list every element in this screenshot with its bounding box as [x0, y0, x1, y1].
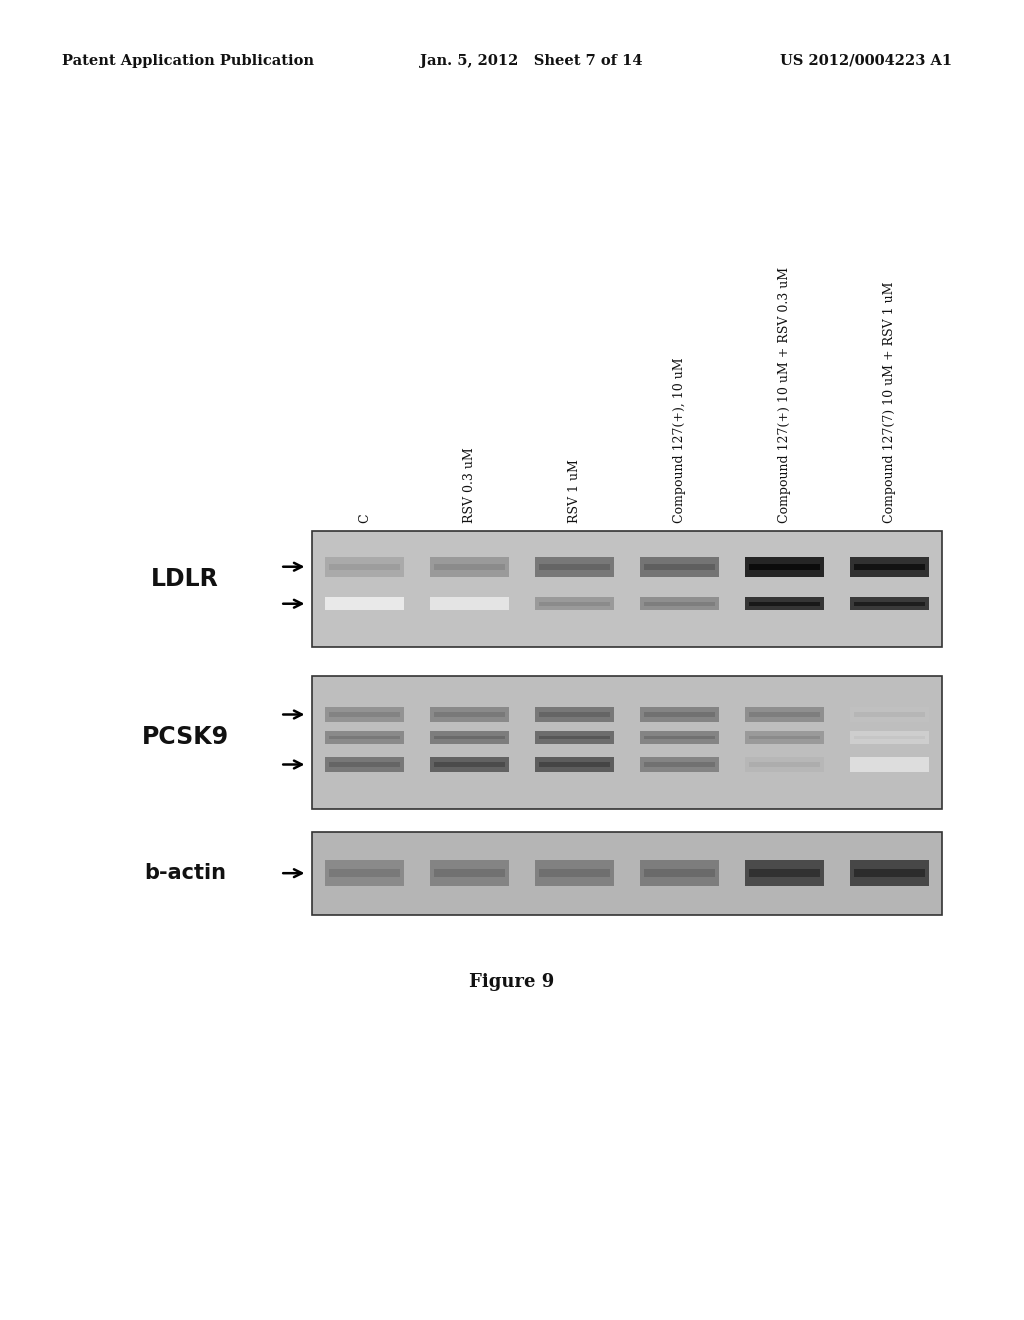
Text: Compound 127(7) 10 uM + RSV 1 uM: Compound 127(7) 10 uM + RSV 1 uM — [883, 281, 896, 523]
Text: Compound 127(+) 10 uM + RSV 0.3 uM: Compound 127(+) 10 uM + RSV 0.3 uM — [778, 267, 792, 523]
Bar — [640, 756, 719, 772]
Bar — [745, 557, 824, 577]
Bar — [850, 731, 929, 744]
Bar — [640, 557, 719, 577]
Bar — [326, 557, 404, 577]
Bar — [745, 731, 824, 744]
Text: Figure 9: Figure 9 — [469, 973, 555, 991]
Bar — [750, 870, 820, 876]
Bar — [330, 564, 400, 570]
Bar — [540, 762, 610, 767]
Bar — [850, 756, 929, 772]
Text: RSV 0.3 uM: RSV 0.3 uM — [463, 447, 476, 523]
Bar — [644, 564, 715, 570]
Bar — [854, 713, 925, 717]
Text: US 2012/0004223 A1: US 2012/0004223 A1 — [780, 54, 952, 67]
Bar — [644, 735, 715, 739]
Bar — [536, 557, 614, 577]
Bar — [430, 756, 509, 772]
Text: RSV 1 uM: RSV 1 uM — [568, 459, 582, 523]
Bar — [326, 756, 404, 772]
Bar — [430, 861, 509, 886]
Bar — [434, 762, 505, 767]
Bar — [430, 731, 509, 744]
Bar — [536, 731, 614, 744]
Bar — [750, 564, 820, 570]
Bar — [430, 557, 509, 577]
Bar — [312, 676, 942, 809]
Bar — [644, 602, 715, 606]
Bar — [850, 597, 929, 610]
Bar — [850, 708, 929, 722]
Bar — [644, 762, 715, 767]
Bar — [854, 602, 925, 606]
Bar — [434, 564, 505, 570]
Bar — [536, 708, 614, 722]
Bar — [750, 602, 820, 606]
Bar — [540, 564, 610, 570]
Text: b-actin: b-actin — [144, 863, 226, 883]
Bar — [750, 713, 820, 717]
Bar — [745, 756, 824, 772]
Bar — [540, 713, 610, 717]
Bar — [326, 708, 404, 722]
Bar — [536, 756, 614, 772]
Bar — [430, 597, 509, 610]
Bar — [640, 861, 719, 886]
Bar — [326, 597, 404, 610]
Bar — [326, 731, 404, 744]
Text: Jan. 5, 2012   Sheet 7 of 14: Jan. 5, 2012 Sheet 7 of 14 — [420, 54, 642, 67]
Bar — [540, 735, 610, 739]
Bar — [330, 762, 400, 767]
Bar — [850, 557, 929, 577]
Bar — [536, 861, 614, 886]
Bar — [330, 735, 400, 739]
Bar — [326, 861, 404, 886]
Bar — [312, 832, 942, 915]
Bar — [640, 597, 719, 610]
Bar — [434, 870, 505, 876]
Bar — [644, 870, 715, 876]
Bar — [750, 735, 820, 739]
Text: PCSK9: PCSK9 — [141, 726, 228, 750]
Bar — [536, 597, 614, 610]
Bar — [430, 708, 509, 722]
Bar — [850, 861, 929, 886]
Bar — [745, 861, 824, 886]
Bar — [312, 531, 942, 647]
Text: Patent Application Publication: Patent Application Publication — [62, 54, 314, 67]
Bar — [434, 713, 505, 717]
Bar — [434, 735, 505, 739]
Bar — [854, 870, 925, 876]
Bar — [854, 564, 925, 570]
Bar — [854, 735, 925, 739]
Bar — [330, 870, 400, 876]
Bar — [750, 762, 820, 767]
Text: LDLR: LDLR — [152, 566, 219, 591]
Bar — [540, 870, 610, 876]
Bar — [644, 713, 715, 717]
Text: C: C — [358, 513, 372, 523]
Bar — [540, 602, 610, 606]
Bar — [640, 708, 719, 722]
Bar — [745, 597, 824, 610]
Text: Compound 127(+), 10 uM: Compound 127(+), 10 uM — [673, 356, 686, 523]
Bar — [640, 731, 719, 744]
Bar — [330, 713, 400, 717]
Bar — [745, 708, 824, 722]
